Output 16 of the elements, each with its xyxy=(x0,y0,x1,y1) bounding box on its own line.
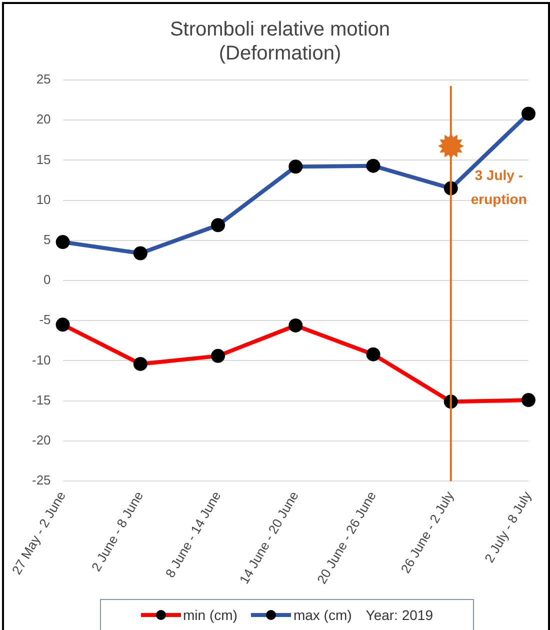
y-tick-label: -25 xyxy=(32,472,51,488)
y-tick-label: 25 xyxy=(36,72,51,87)
y-tick-label: 10 xyxy=(36,192,51,207)
y-tick-label: -15 xyxy=(32,392,51,408)
y-tick-label: 20 xyxy=(36,112,51,127)
chart-title: Stromboli relative motion (Deformation) xyxy=(170,18,390,65)
y-tick-label: -20 xyxy=(32,432,51,448)
text: Year: 2019 xyxy=(366,607,433,623)
legend-label: max (cm) xyxy=(293,607,352,623)
y-tick-label: -5 xyxy=(39,312,51,328)
y-tick-label: -10 xyxy=(32,352,51,368)
y-tick-label: 5 xyxy=(44,232,51,248)
ref-line-label: 3 July - eruption xyxy=(470,167,527,207)
y-tick-label: 0 xyxy=(44,272,51,288)
y-tick-label: 15 xyxy=(36,152,51,167)
legend-label: min (cm) xyxy=(183,607,238,623)
